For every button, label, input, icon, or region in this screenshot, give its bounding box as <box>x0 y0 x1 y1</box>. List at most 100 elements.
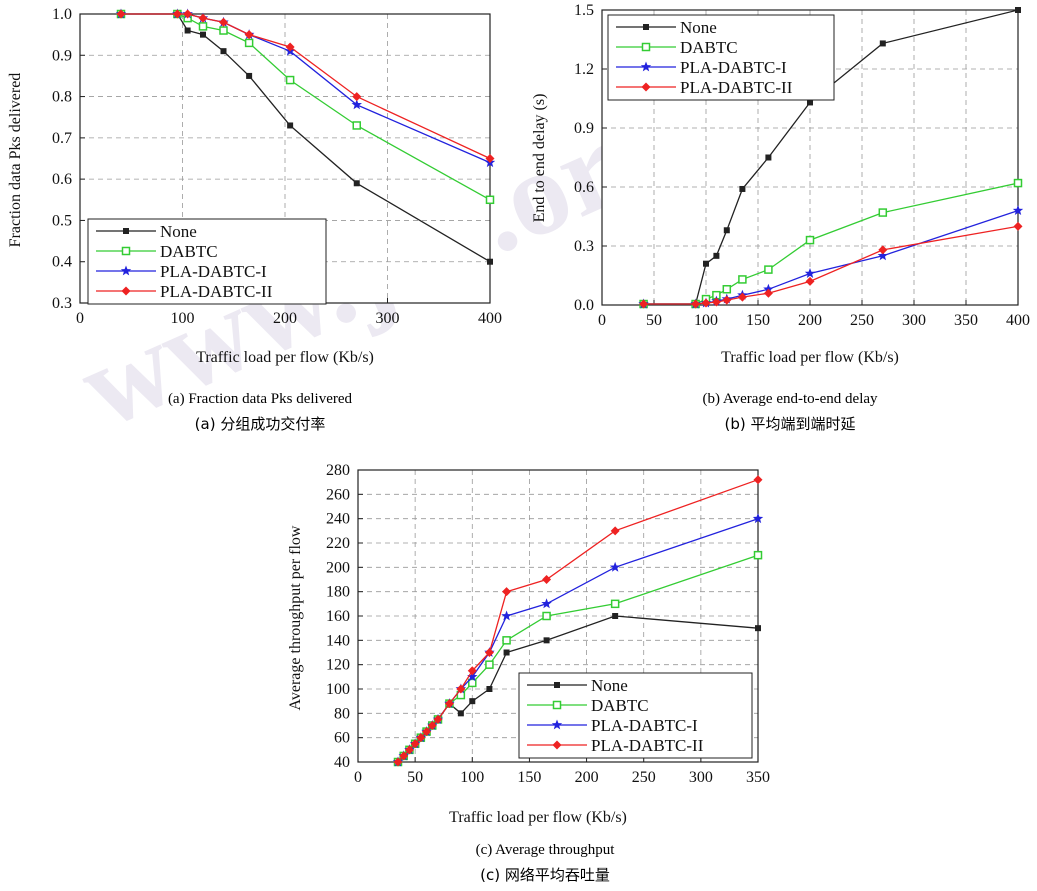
y-tick-label-c-10: 240 <box>326 511 350 528</box>
x-tick-label-c-300: 300 <box>689 769 713 786</box>
data-point-b-pla-dabtc-ii-7 <box>805 276 815 286</box>
legend-label-c-none: None <box>591 676 628 695</box>
series-line-c-pla-dabtc-ii <box>397 479 759 763</box>
data-point-a-pla-dabtc-ii-6 <box>285 42 295 52</box>
data-point-c-pla-dabtc-ii-2 <box>404 745 414 755</box>
x-tick-label-c-200: 200 <box>575 769 599 786</box>
data-point-a-pla-dabtc-ii-0 <box>116 9 126 19</box>
legend-label-c-pla-dabtc-i: PLA-DABTC-I <box>591 716 698 735</box>
legend-label-a-none: None <box>160 222 197 241</box>
caption-a-cn: (a) 分组成功交付率 <box>194 415 326 433</box>
legend-label-b-dabtc: DABTC <box>680 38 738 57</box>
y-tick-label-c-2: 80 <box>334 705 350 722</box>
data-point-a-none-8 <box>487 258 493 265</box>
x-tick-label-b-150: 150 <box>746 312 770 329</box>
data-point-c-pla-dabtc-ii-12 <box>502 587 512 597</box>
data-point-b-pla-dabtc-ii-6 <box>763 288 773 298</box>
x-axis-label-c: Traffic load per flow (Kb/s) <box>449 809 627 826</box>
data-point-c-none-9 <box>457 710 464 717</box>
data-point-b-pla-dabtc-ii-9 <box>1013 221 1023 231</box>
data-point-b-none-6 <box>765 154 772 161</box>
x-tick-label-a-400: 400 <box>478 310 502 327</box>
y-tick-label-c-9: 220 <box>326 535 350 552</box>
data-point-b-dabtc-9 <box>1013 178 1023 188</box>
legend-marker-b-pla-dabtc-ii <box>641 82 651 92</box>
chart-a: 0 100 200 300 400 0.3 0.4 0.5 0.6 0.7 0.8 0.9 1.0 Tra… <box>7 6 502 366</box>
data-point-b-pla-dabtc-i-7 <box>804 268 816 278</box>
data-point-b-none-5 <box>739 185 746 192</box>
legend-label-a-pla-dabtc-i: PLA-DABTC-I <box>160 262 267 281</box>
legend-marker-b-dabtc <box>641 42 651 52</box>
x-tick-label-c-0: 0 <box>354 769 362 786</box>
data-point-c-none-15 <box>755 625 761 632</box>
chart-b: 0 50 100 150 200 250 300 350 400 0.0 0.3 0.6 0.9 1.2 1… <box>531 2 1030 366</box>
y-tick-label-a-4: 0.7 <box>52 130 72 147</box>
data-point-b-pla-dabtc-ii-3 <box>711 297 721 307</box>
legend-marker-a-pla-dabtc-i <box>120 265 132 276</box>
data-point-a-pla-dabtc-ii-3 <box>198 13 208 23</box>
data-point-b-pla-dabtc-ii-1 <box>691 299 701 309</box>
y-tick-label-c-0: 40 <box>334 754 350 771</box>
x-axis-label-a: Traffic load per flow (Kb/s) <box>196 349 374 366</box>
data-point-b-dabtc-6 <box>764 265 773 274</box>
data-point-a-none-5 <box>246 72 253 79</box>
data-point-b-pla-dabtc-i-9 <box>1012 205 1024 215</box>
caption-b-cn: (b) 平均端到端时延 <box>724 415 856 433</box>
series-a-pla-dabtc-ii <box>116 9 495 163</box>
data-point-c-dabtc-15 <box>753 550 763 560</box>
data-point-c-pla-dabtc-i-12 <box>501 610 512 621</box>
data-point-b-none-2 <box>703 260 709 267</box>
data-point-c-none-13 <box>543 637 550 644</box>
x-tick-label-c-350: 350 <box>746 769 770 786</box>
data-point-c-dabtc-11 <box>485 660 494 669</box>
data-point-b-dabtc-4 <box>722 285 732 294</box>
data-point-b-pla-dabtc-ii-5 <box>737 292 747 302</box>
data-point-b-dabtc-8 <box>878 208 888 217</box>
y-tick-label-a-5: 0.8 <box>52 89 72 106</box>
legend-marker-a-pla-dabtc-ii <box>121 286 131 296</box>
caption-c-en: (c) Average throughput <box>475 842 615 858</box>
legend-marker-b-pla-dabtc-i <box>640 61 652 72</box>
data-point-a-none-3 <box>200 31 206 38</box>
legend-marker-a-none <box>123 228 129 234</box>
data-point-a-dabtc-6 <box>285 75 295 85</box>
data-point-a-dabtc-5 <box>244 38 254 48</box>
y-axis-label-c: Average throughput per flow <box>287 525 304 710</box>
data-point-c-pla-dabtc-i-13 <box>541 598 552 609</box>
y-tick-label-b-5: 1.5 <box>574 2 594 19</box>
x-tick-label-b-0: 0 <box>598 312 606 329</box>
legend-label-c-dabtc: DABTC <box>591 696 649 715</box>
data-point-c-pla-dabtc-ii-9 <box>456 684 466 694</box>
y-tick-label-b-3: 0.9 <box>574 120 594 137</box>
legend-marker-c-pla-dabtc-i <box>551 719 563 730</box>
y-tick-label-b-0: 0.0 <box>574 297 594 314</box>
data-point-c-pla-dabtc-ii-1 <box>399 751 409 761</box>
y-tick-label-c-6: 160 <box>326 608 350 625</box>
data-point-a-pla-dabtc-ii-5 <box>244 30 254 40</box>
data-point-b-none-8 <box>879 40 886 47</box>
y-tick-label-b-1: 0.3 <box>574 238 594 255</box>
data-point-a-none-2 <box>184 27 191 34</box>
y-tick-label-a-6: 0.9 <box>52 47 72 64</box>
x-tick-label-a-200: 200 <box>273 310 297 327</box>
series-line-b-none <box>643 9 1019 305</box>
data-point-b-none-3 <box>713 252 720 259</box>
legend-label-b-pla-dabtc-ii: PLA-DABTC-II <box>680 78 793 97</box>
x-tick-label-b-350: 350 <box>954 312 978 329</box>
legend-marker-c-pla-dabtc-ii <box>552 740 562 750</box>
series-line-b-dabtc <box>643 182 1019 305</box>
data-point-b-none-7 <box>807 99 813 106</box>
data-point-c-pla-dabtc-ii-10 <box>467 666 477 676</box>
data-point-b-dabtc-7 <box>805 235 815 245</box>
legend-label-b-pla-dabtc-i: PLA-DABTC-I <box>680 58 787 77</box>
y-tick-label-c-12: 280 <box>326 462 350 479</box>
data-point-a-dabtc-7 <box>352 121 361 130</box>
data-point-a-pla-dabtc-ii-2 <box>183 9 193 19</box>
data-point-b-pla-dabtc-i-8 <box>877 250 888 261</box>
x-tick-label-a-300: 300 <box>376 310 400 327</box>
x-tick-label-c-250: 250 <box>632 769 656 786</box>
y-tick-label-c-5: 140 <box>326 632 350 649</box>
data-point-c-dabtc-14 <box>610 599 620 609</box>
